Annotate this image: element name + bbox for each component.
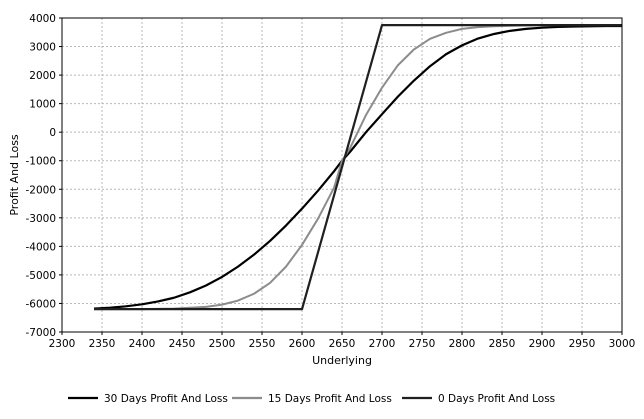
y-tick-label: 0 [49,127,56,139]
y-tick-label: 2000 [29,70,56,82]
y-tick-label: -2000 [25,184,56,196]
x-tick-label: 2800 [449,338,476,350]
y-tick-label: -7000 [25,327,56,339]
x-tick-label: 2300 [49,338,76,350]
x-tick-label: 2500 [209,338,236,350]
y-tick-label: 1000 [29,99,56,111]
x-tick-label: 2650 [329,338,356,350]
x-tick-label: 2750 [409,338,436,350]
x-tick-label: 2550 [249,338,276,350]
legend-label: 30 Days Profit And Loss [104,393,228,405]
plot-frame [61,17,623,333]
legend: 30 Days Profit And Loss 15 Days Profit An… [68,393,555,405]
x-tick-label: 2950 [569,338,596,350]
y-tick-label: -6000 [25,298,56,310]
y-tick-labels: -7000 -6000 -5000 -4000 -3000 -2000 -1000 0 1000… [25,13,56,339]
y-axis-label: Profit And Loss [8,134,21,216]
x-tick-label: 2700 [369,338,396,350]
x-tick-label: 2850 [489,338,516,350]
series-layer [93,24,622,311]
x-tick-label: 3000 [609,338,636,350]
y-tick-label: -4000 [25,241,56,253]
x-axis-label: Underlying [312,354,372,367]
y-tick-label: 4000 [29,13,56,25]
x-tick-label: 2900 [529,338,556,350]
x-tick-label: 2600 [289,338,316,350]
legend-label: 15 Days Profit And Loss [268,393,392,405]
y-tick-label: -3000 [25,213,56,225]
series-line-3 [94,24,622,311]
x-tick-label: 2350 [89,338,116,350]
y-tick-label: -5000 [25,270,56,282]
x-tick-labels: 2300 2350 2400 2450 2500 2550 2600 2650 2700 2750… [49,338,636,350]
y-tick-label: -1000 [25,156,56,168]
series-line-1 [93,24,622,310]
x-tick-label: 2400 [129,338,156,350]
x-tick-label: 2450 [169,338,196,350]
y-tick-label: 3000 [29,42,56,54]
legend-label: 0 Days Profit And Loss [438,393,555,405]
